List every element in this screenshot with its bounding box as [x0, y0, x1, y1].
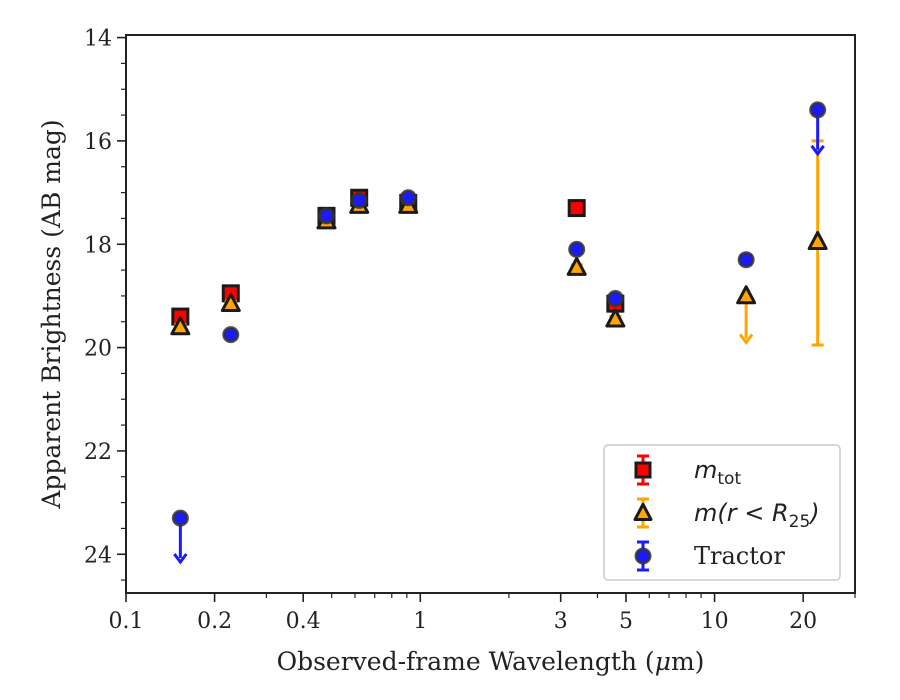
x-tick-label: 0.1 [109, 609, 144, 634]
x-tick-label: 20 [789, 609, 817, 634]
square-marker [634, 461, 652, 479]
legend-label: m(r < R25) [694, 499, 820, 532]
triangle-marker [605, 308, 626, 328]
legend-entry: m(r < R25) [633, 497, 820, 532]
y-tick-label: 22 [84, 440, 112, 465]
triangle-marker [566, 256, 587, 276]
data-point [317, 207, 335, 225]
data-point [809, 101, 827, 157]
upper-limit-arrow [173, 553, 188, 565]
circle-marker [222, 326, 240, 344]
data-point [399, 189, 417, 207]
triangle-marker [220, 292, 241, 313]
x-tick-label: 0.4 [286, 609, 321, 634]
series-2 [171, 101, 827, 565]
data-point [222, 326, 240, 344]
data-point [567, 199, 586, 218]
x-axis-label: Observed-frame Wavelength (μm) [277, 647, 705, 676]
legend-label: mtot [694, 456, 741, 489]
circle-marker [350, 191, 368, 209]
circle-marker [171, 509, 189, 527]
data-point [807, 139, 828, 347]
data-point [568, 240, 586, 258]
circle-marker [809, 101, 827, 119]
data-point [220, 292, 241, 313]
triangle-marker [170, 316, 191, 336]
y-tick-label: 18 [84, 233, 112, 258]
x-axis: 0.1 0.2 0.4 1 3 5 10 20 [109, 593, 856, 634]
upper-limit-arrow [738, 333, 754, 345]
triangle-marker [633, 502, 653, 521]
series-1 [170, 139, 828, 347]
circle-marker [634, 547, 652, 565]
x-tick-label: 1 [413, 609, 427, 634]
data-point [736, 285, 757, 345]
x-tick-label: 10 [701, 609, 729, 634]
x-tick-label: 3 [554, 609, 568, 634]
legend-entry: Tractor [634, 540, 785, 572]
upper-limit-arrow [810, 144, 825, 157]
data-point [606, 290, 624, 307]
triangle-marker [807, 230, 828, 251]
y-tick-label: 16 [84, 130, 112, 155]
data-point [350, 191, 368, 209]
x-tick-label: 5 [619, 609, 633, 634]
axes-frame [125, 34, 856, 594]
legend-label: Tractor [694, 542, 785, 570]
circle-marker [606, 290, 624, 307]
data-point [605, 308, 626, 328]
x-tick-label: 0.2 [197, 609, 232, 634]
data-point [171, 509, 189, 565]
data-point [170, 316, 191, 336]
plot-area [170, 101, 828, 565]
legend: mtot m(r < R25) Tractor [603, 444, 841, 581]
y-tick-label: 20 [84, 337, 112, 362]
y-axis: 14 16 18 20 22 24 [84, 27, 126, 581]
circle-marker [737, 251, 755, 269]
data-point [566, 256, 587, 276]
y-tick-label: 14 [84, 27, 112, 52]
y-axis-label: Apparent Brightness (AB mag) [37, 119, 66, 509]
legend-entry: mtot [634, 454, 741, 489]
triangle-marker [736, 285, 757, 305]
circle-marker [399, 189, 417, 207]
circle-marker [317, 207, 335, 225]
data-point [737, 251, 755, 269]
series-0 [171, 188, 625, 326]
y-tick-label: 24 [84, 543, 112, 568]
circle-marker [568, 240, 586, 258]
legend-frame [603, 444, 841, 581]
square-marker [567, 199, 586, 218]
